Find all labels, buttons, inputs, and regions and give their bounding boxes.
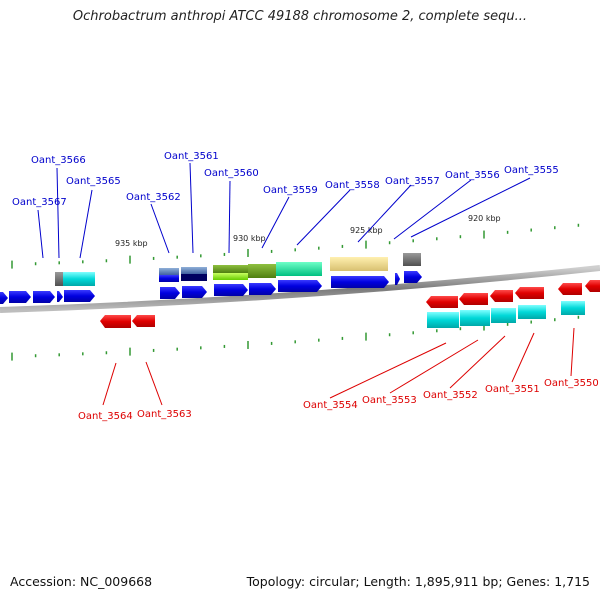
gene-label-oant-3555[interactable]: Oant_3555 bbox=[504, 165, 559, 176]
reverse-gene-track bbox=[100, 280, 600, 328]
scale-label-920: 920 kbp bbox=[468, 214, 501, 223]
gene-label-oant-3553[interactable]: Oant_3553 bbox=[362, 395, 417, 406]
gene-label-oant-3561[interactable]: Oant_3561 bbox=[164, 151, 219, 162]
reverse-leader-lines bbox=[102, 327, 575, 406]
genome-summary-text: Topology: circular; Length: 1,895,911 bp… bbox=[246, 574, 590, 589]
scale-label-925: 925 kbp bbox=[350, 226, 383, 235]
scale-label-935: 935 kbp bbox=[115, 239, 148, 248]
gene-label-oant-3552[interactable]: Oant_3552 bbox=[423, 390, 478, 401]
feature-track-lower bbox=[427, 301, 585, 328]
chromosome-backbone bbox=[0, 265, 600, 313]
gene-label-oant-3567[interactable]: Oant_3567 bbox=[12, 197, 67, 208]
gene-label-oant-3554[interactable]: Oant_3554 bbox=[303, 400, 358, 411]
gene-label-oant-3564[interactable]: Oant_3564 bbox=[78, 411, 133, 422]
gene-label-oant-3558[interactable]: Oant_3558 bbox=[325, 180, 380, 191]
gene-label-oant-3565[interactable]: Oant_3565 bbox=[66, 176, 121, 187]
accession-text: Accession: NC_009668 bbox=[10, 574, 153, 589]
gene-label-oant-3556[interactable]: Oant_3556 bbox=[445, 170, 500, 181]
gene-label-oant-3560[interactable]: Oant_3560 bbox=[204, 168, 259, 179]
gene-label-oant-3559[interactable]: Oant_3559 bbox=[263, 185, 318, 196]
gene-label-oant-3563[interactable]: Oant_3563 bbox=[137, 409, 192, 420]
gene-label-oant-3557[interactable]: Oant_3557 bbox=[385, 176, 440, 187]
forward-gene-track bbox=[0, 271, 422, 304]
map-title: Ochrobactrum anthropi ATCC 49188 chromos… bbox=[72, 9, 528, 24]
forward-leader-lines bbox=[37, 162, 531, 259]
gene-label-oant-3562[interactable]: Oant_3562 bbox=[126, 192, 181, 203]
scale-ticks-top bbox=[11, 223, 580, 269]
feature-track-upper bbox=[55, 253, 421, 286]
scale-label-930: 930 kbp bbox=[233, 234, 266, 243]
gene-label-oant-3550[interactable]: Oant_3550 bbox=[544, 378, 599, 389]
gene-label-oant-3566[interactable]: Oant_3566 bbox=[31, 155, 86, 166]
gene-label-oant-3551[interactable]: Oant_3551 bbox=[485, 384, 540, 395]
